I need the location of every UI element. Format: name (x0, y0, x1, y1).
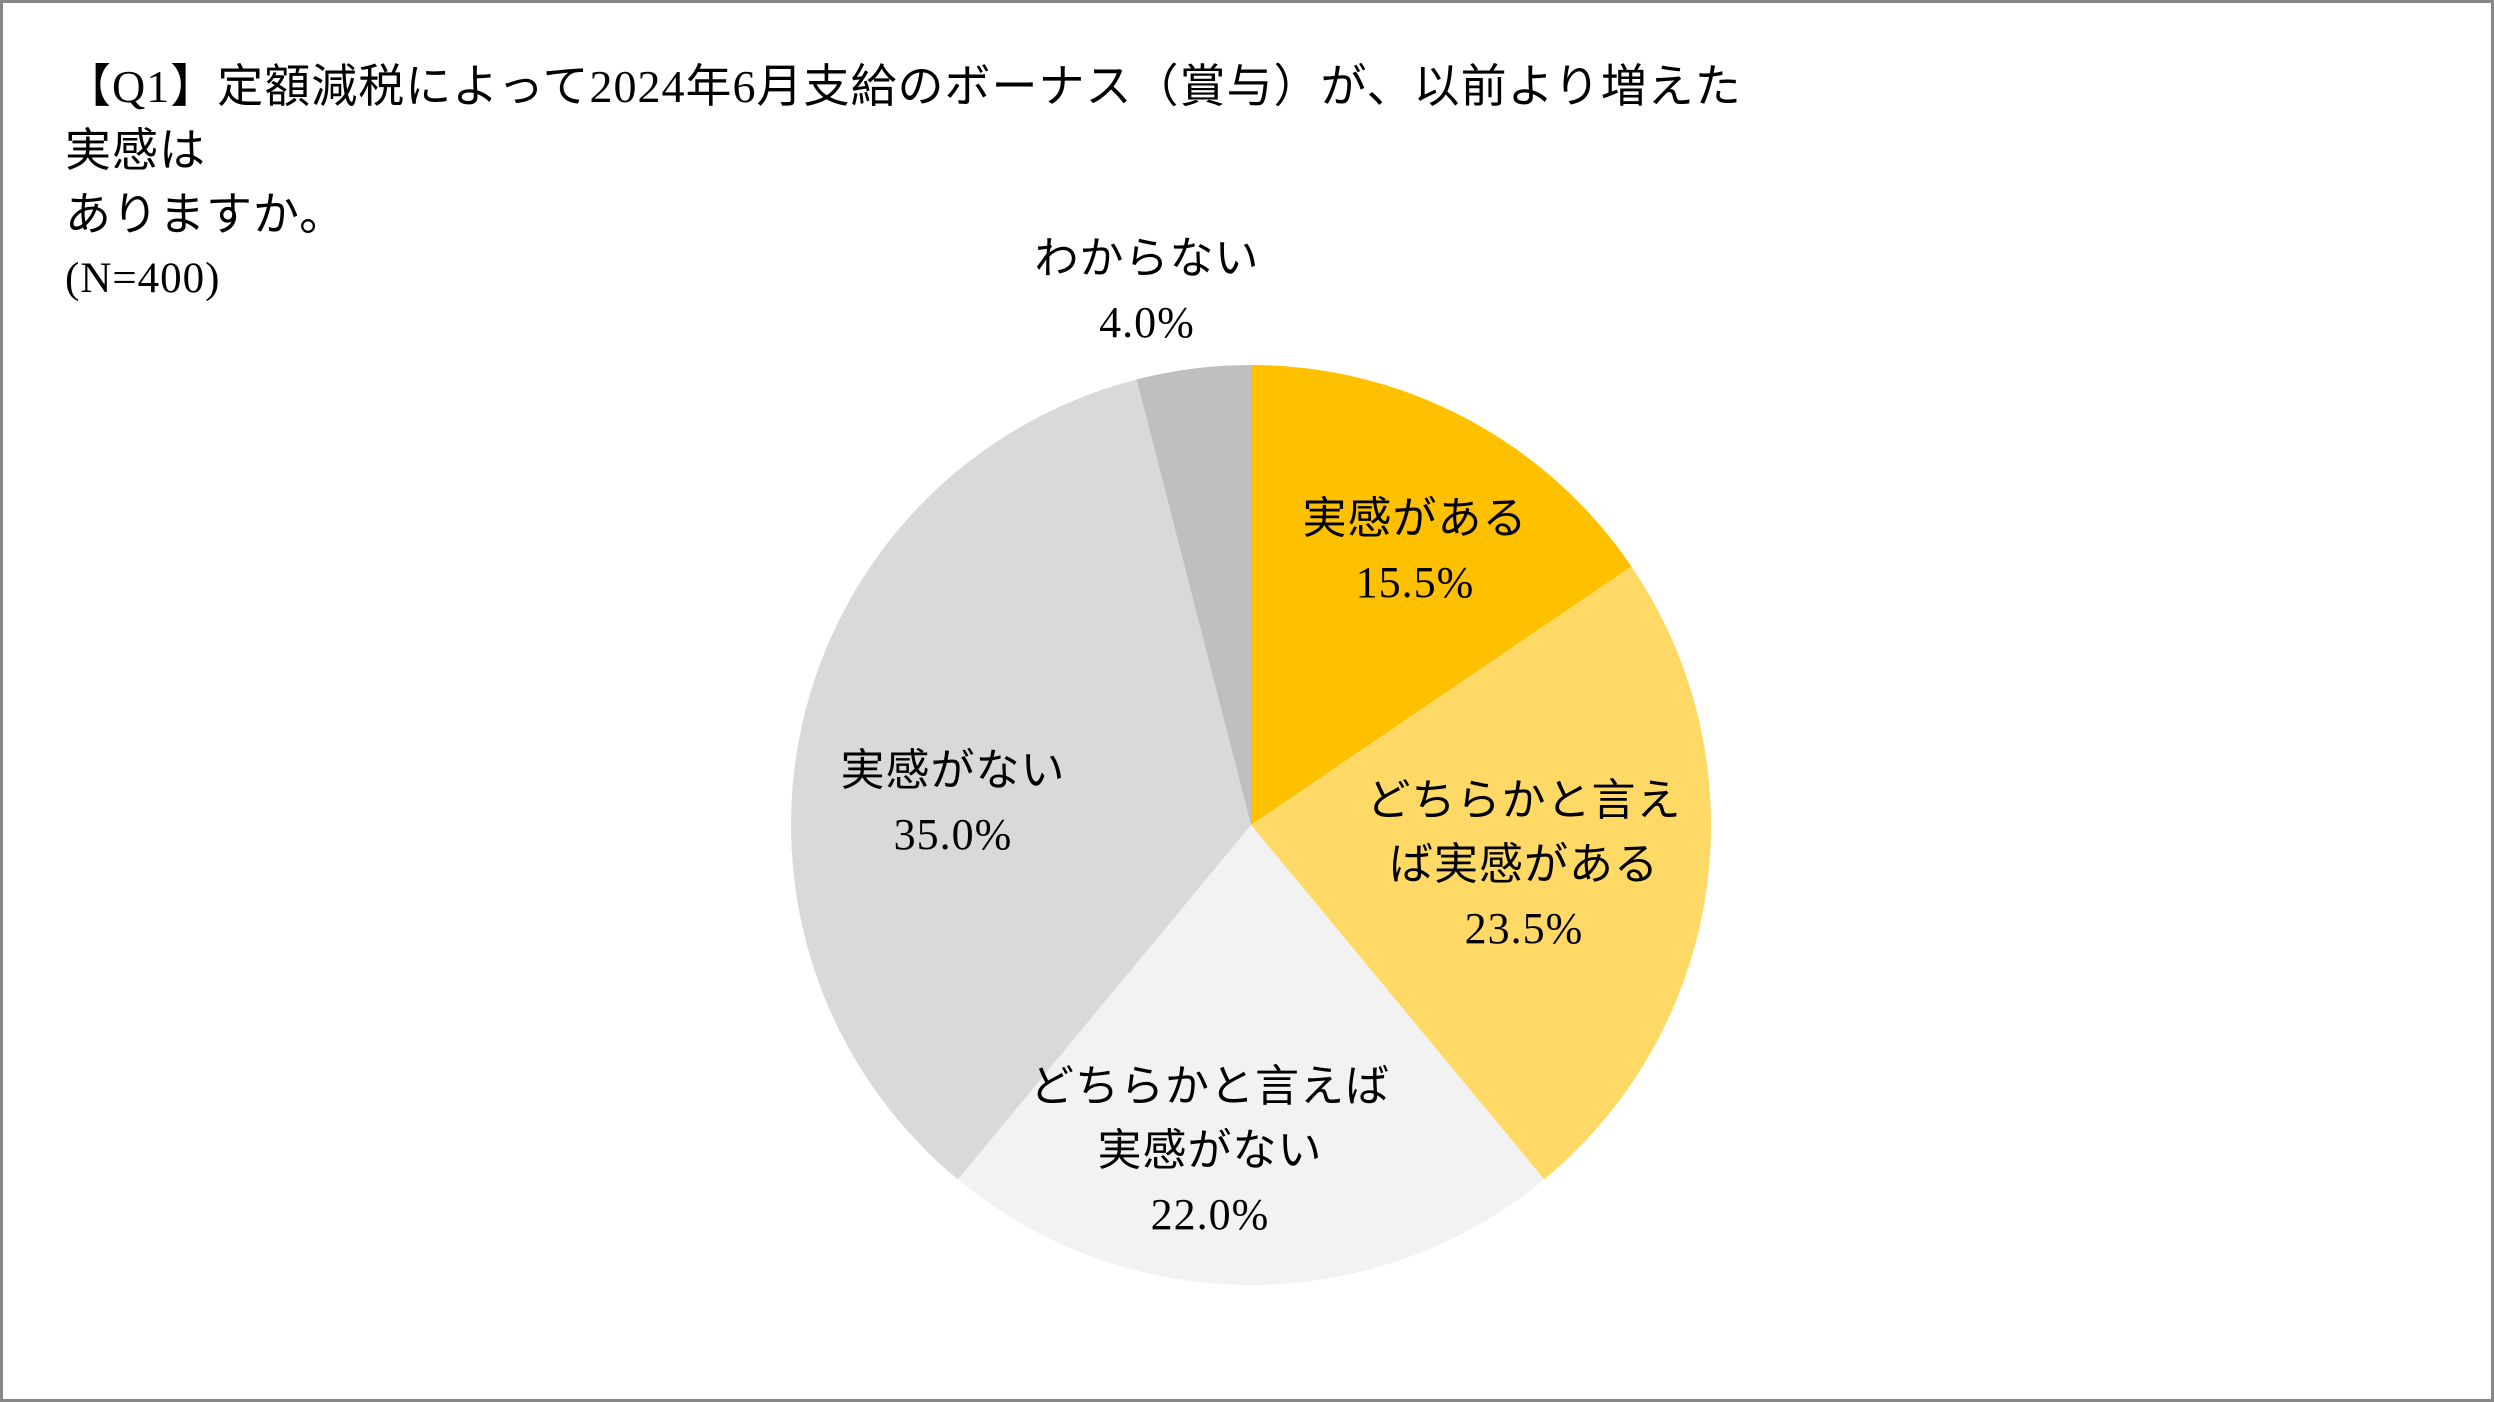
slice-label-text: ば実感がある (1389, 840, 1659, 889)
slice-label-text: どちらかと言え (1366, 776, 1682, 825)
slice-label-text: わからない (1034, 234, 1260, 283)
slice-label-dochiraka-nai: どちらかと言えば 実感がない 22.0% (1030, 1055, 1390, 1247)
slice-label-text: 実感がない (840, 746, 1066, 795)
slice-label-jikkan-ga-aru: 実感がある 15.5% (1303, 487, 1528, 615)
pie-slice-3 (790, 379, 1251, 1180)
slice-label-text: どちらかと言えば (1030, 1062, 1390, 1111)
pie-slice-2 (957, 825, 1545, 1286)
slice-label-wakaranai: わからない 4.0% (1035, 227, 1260, 355)
slice-label-dochiraka-aru: どちらかと言え ば実感がある 23.5% (1367, 769, 1682, 961)
slice-label-value: 15.5% (1355, 558, 1475, 607)
slice-label-jikkan-ga-nai: 実感がない 35.0% (841, 739, 1066, 867)
chart-title: 【Q1】定額減税によって2024年6月支給のボーナス（賞与）が、以前より増えた実… (65, 55, 1765, 311)
slice-label-text: 実感がない (1097, 1126, 1323, 1175)
pie-slice-4 (1136, 365, 1251, 825)
slice-label-value: 4.0% (1099, 298, 1195, 347)
chart-title-line2: ありますか。 (65, 189, 347, 240)
pie-chart (790, 365, 1712, 1286)
slice-label-value: 22.0% (1150, 1190, 1270, 1239)
chart-title-line1: 【Q1】定額減税によって2024年6月支給のボーナス（賞与）が、以前より増えた実… (65, 61, 1742, 176)
slice-label-text: 実感がある (1302, 494, 1528, 543)
pie-slice-1 (1251, 566, 1712, 1180)
slice-label-value: 35.0% (893, 810, 1013, 859)
slice-label-value: 23.5% (1464, 904, 1584, 953)
sample-size-note: (N=400) (65, 255, 221, 302)
pie-slice-0 (1251, 365, 1632, 825)
